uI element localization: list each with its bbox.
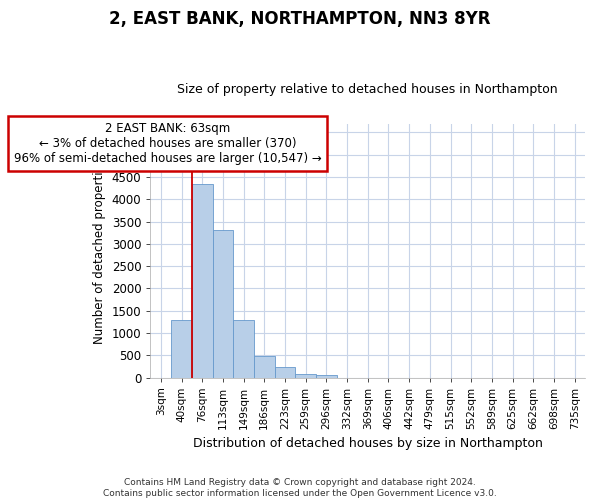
Text: 2 EAST BANK: 63sqm
← 3% of detached houses are smaller (370)
96% of semi-detache: 2 EAST BANK: 63sqm ← 3% of detached hous…: [14, 122, 322, 165]
Bar: [233, 320, 254, 378]
Bar: [275, 367, 295, 378]
Bar: [212, 230, 233, 378]
Text: Contains HM Land Registry data © Crown copyright and database right 2024.
Contai: Contains HM Land Registry data © Crown c…: [103, 478, 497, 498]
X-axis label: Distribution of detached houses by size in Northampton: Distribution of detached houses by size …: [193, 437, 542, 450]
Y-axis label: Number of detached properties: Number of detached properties: [93, 158, 106, 344]
Bar: [171, 320, 192, 378]
Bar: [316, 375, 337, 378]
Bar: [254, 356, 275, 378]
Bar: [192, 184, 212, 378]
Bar: [295, 374, 316, 378]
Text: 2, EAST BANK, NORTHAMPTON, NN3 8YR: 2, EAST BANK, NORTHAMPTON, NN3 8YR: [109, 10, 491, 28]
Title: Size of property relative to detached houses in Northampton: Size of property relative to detached ho…: [178, 83, 558, 96]
